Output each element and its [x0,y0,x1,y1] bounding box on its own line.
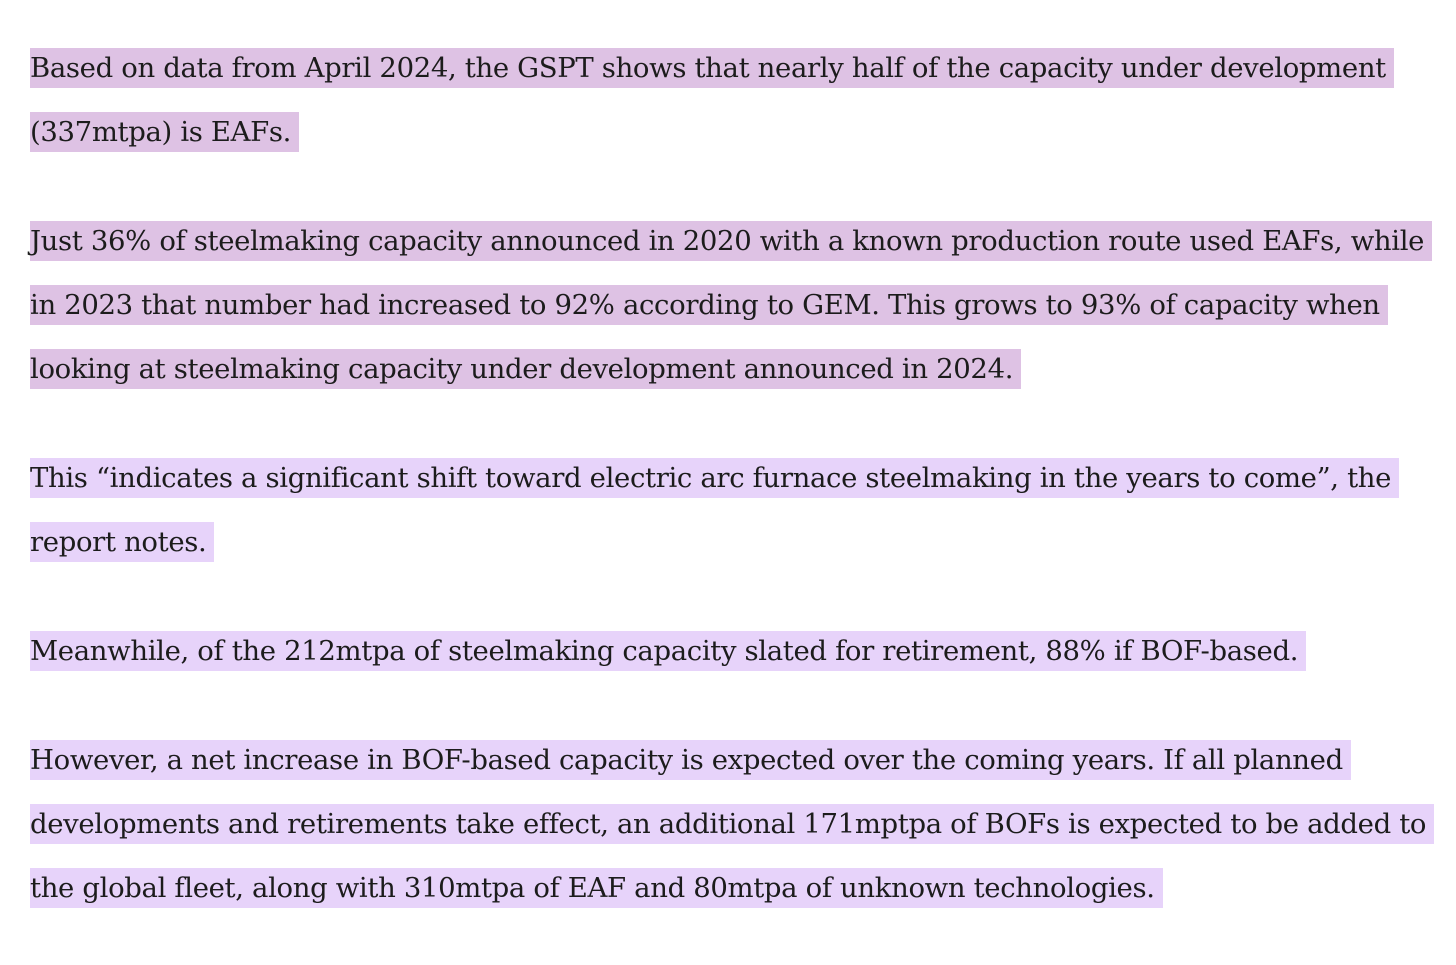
paragraph-report-quote: This “indicates a significant shift towa… [30,446,1430,574]
highlighted-text[interactable]: However, a net increase in BOF-based cap… [30,740,1435,908]
highlighted-text[interactable]: Based on data from April 2024, the GSPT … [30,48,1394,152]
highlighted-text[interactable]: Just 36% of steelmaking capacity announc… [30,221,1433,389]
paragraph-eaf-share: Just 36% of steelmaking capacity announc… [30,209,1433,401]
highlighted-text[interactable]: Meanwhile, of the 212mtpa of steelmaking… [30,631,1307,671]
highlighted-text[interactable]: This “indicates a significant shift towa… [30,458,1400,562]
paragraph-gspt-development: Based on data from April 2024, the GSPT … [30,36,1430,164]
paragraph-net-increase: However, a net increase in BOF-based cap… [30,728,1435,920]
paragraph-retirement: Meanwhile, of the 212mtpa of steelmaking… [30,619,1430,683]
article-body: Based on data from April 2024, the GSPT … [30,36,1435,965]
